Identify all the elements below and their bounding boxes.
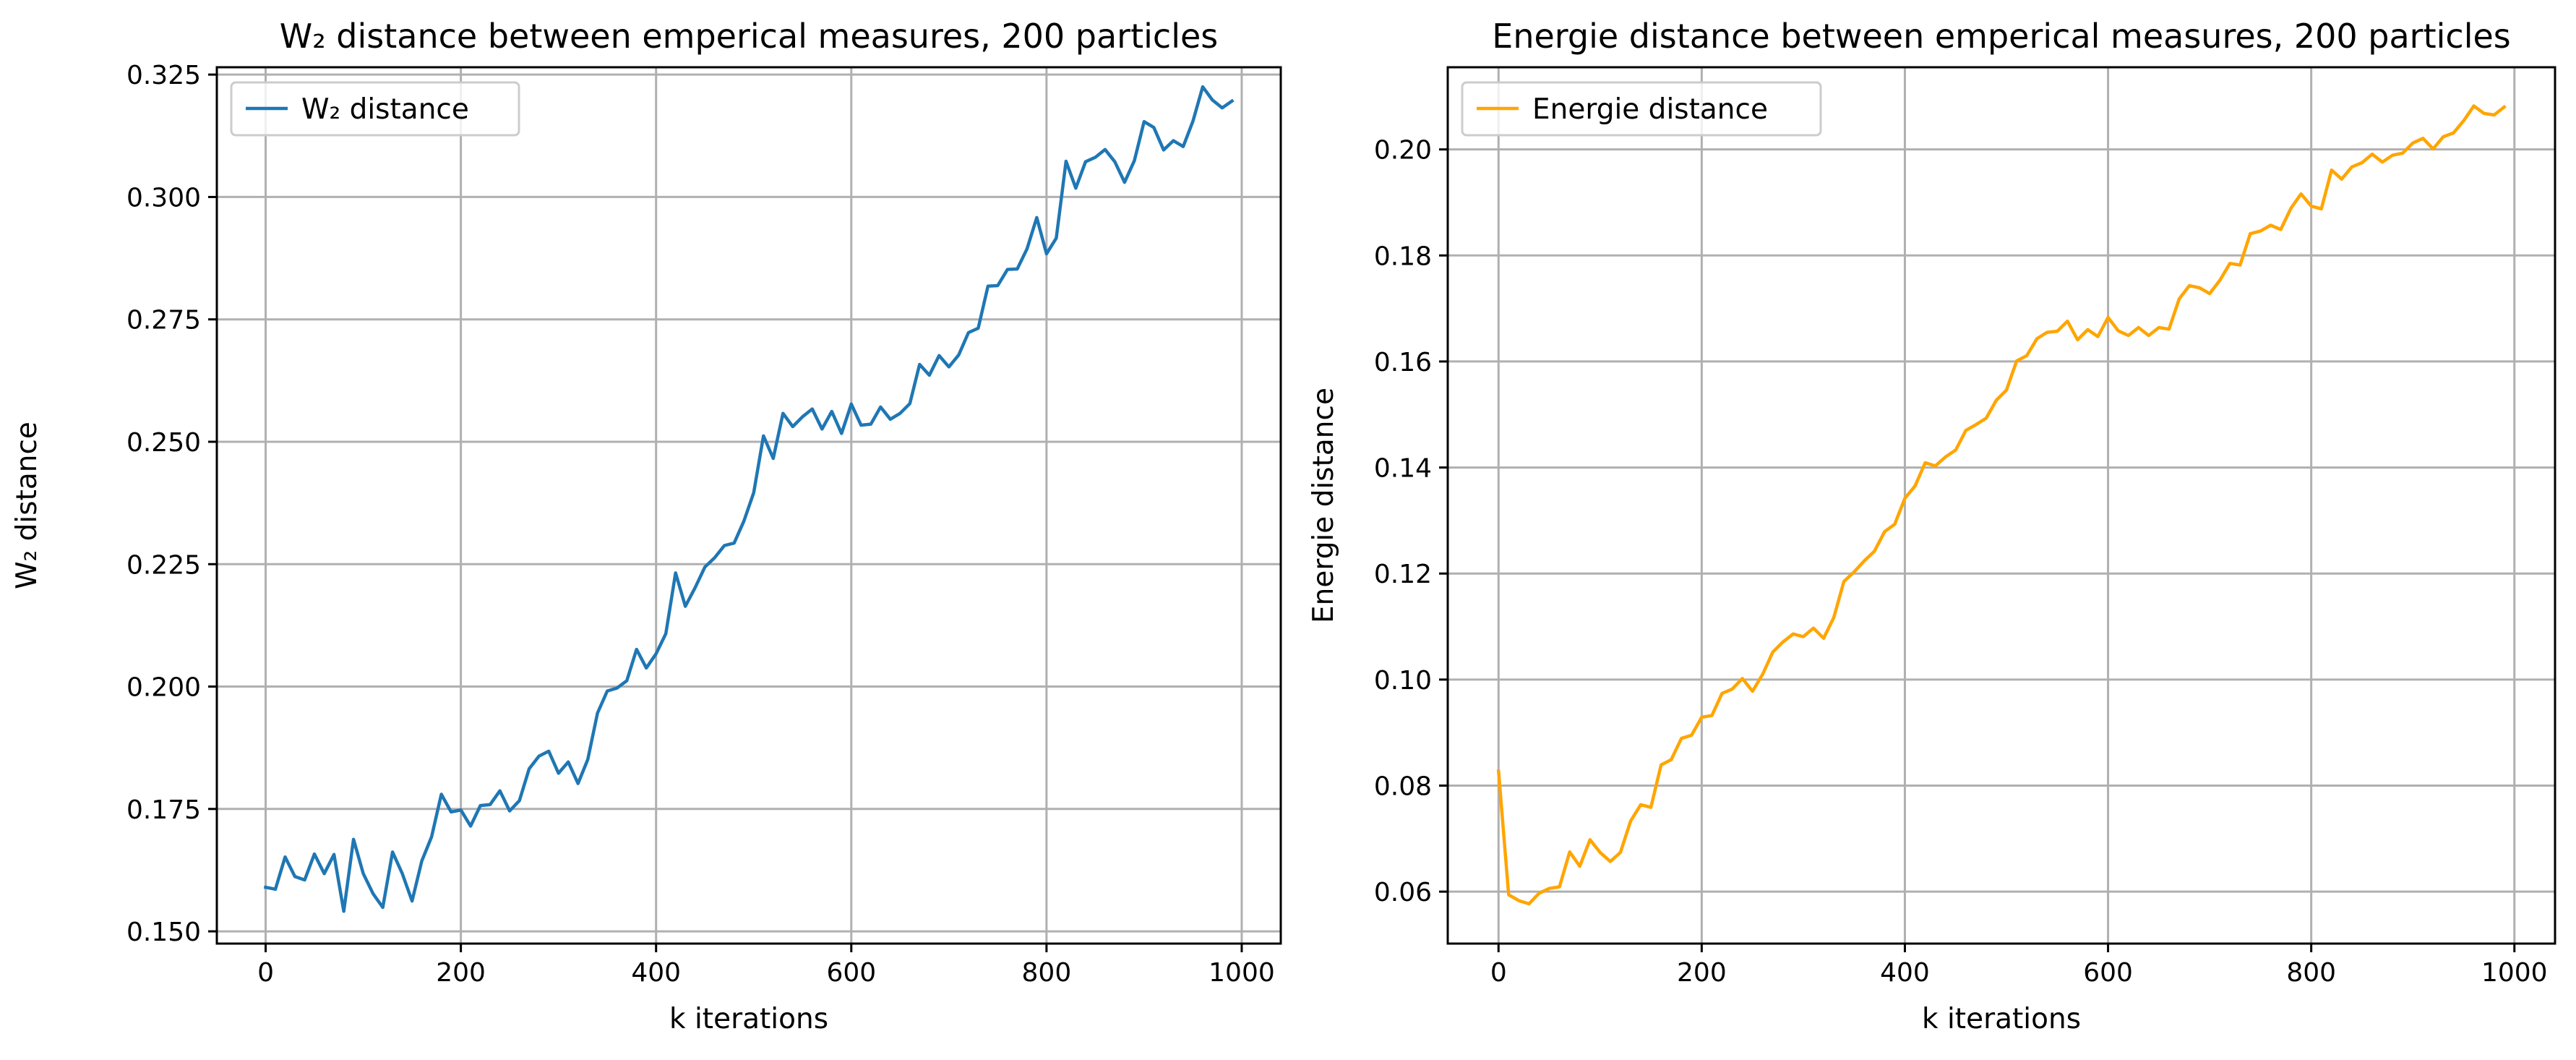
- legend-label: Energie distance: [1532, 93, 1768, 126]
- grid-lines: [217, 67, 1281, 944]
- plot-area: [1448, 67, 2555, 944]
- y-tick-label: 0.08: [1374, 772, 1432, 802]
- w2-distance-line: [263, 85, 1235, 913]
- energie-distance-chart: 0 200 400 600 800 1000 0.06 0.08 0.10 0.12 0.14 0.1…: [1308, 17, 2556, 1035]
- x-tick-label: 1000: [1208, 958, 1275, 988]
- axis-ticks: 0 200 400 600 800 1000 0.150 0.175 0.200 0.225 0.2…: [126, 61, 1275, 988]
- legend-label: W₂ distance: [301, 93, 469, 126]
- x-axis-label: k iterations: [1922, 1003, 2081, 1035]
- legend-box: [1461, 81, 1822, 137]
- y-tick-label: 0.10: [1374, 666, 1432, 696]
- plot-frame: [215, 66, 1282, 945]
- y-tick-label: 0.16: [1374, 348, 1432, 377]
- y-axis-label: Energie distance: [1308, 388, 1340, 623]
- x-tick-label: 0: [257, 958, 274, 988]
- legend: W₂ distance: [230, 81, 520, 137]
- x-tick-label: 600: [2083, 958, 2133, 988]
- y-tick-label: 0.200: [126, 673, 201, 703]
- y-tick-label: 0.150: [126, 918, 201, 947]
- y-tick-label: 0.18: [1374, 242, 1432, 271]
- grid-lines: [1448, 67, 2555, 944]
- y-tick-label: 0.300: [126, 183, 201, 213]
- x-tick-label: 800: [1022, 958, 1072, 988]
- y-tick-label: 0.175: [126, 795, 201, 825]
- chart-title: W₂ distance between emperical measures, …: [280, 17, 1219, 56]
- y-axis-label: W₂ distance: [11, 422, 43, 589]
- x-tick-label: 600: [826, 958, 876, 988]
- y-tick-label: 0.20: [1374, 136, 1432, 166]
- y-tick-label: 0.12: [1374, 560, 1432, 589]
- x-tick-label: 200: [1677, 958, 1727, 988]
- chart-title: Energie distance between emperical measu…: [1492, 17, 2511, 56]
- w2-distance-chart: 0 200 400 600 800 1000 0.150 0.175 0.200 0.225 0.2…: [11, 17, 1282, 1035]
- x-tick-label: 400: [1880, 958, 1930, 988]
- energie-distance-line: [1496, 104, 2507, 906]
- y-tick-label: 0.225: [126, 550, 201, 580]
- legend: Energie distance: [1461, 81, 1822, 137]
- y-tick-label: 0.06: [1374, 878, 1432, 907]
- y-tick-label: 0.250: [126, 428, 201, 458]
- x-tick-label: 0: [1490, 958, 1507, 988]
- legend-box: [230, 81, 520, 137]
- axis-ticks: 0 200 400 600 800 1000 0.06 0.08 0.10 0.12 0.14 0.1…: [1374, 136, 2548, 988]
- y-tick-label: 0.275: [126, 306, 201, 335]
- y-tick-label: 0.14: [1374, 454, 1432, 484]
- y-tick-label: 0.325: [126, 61, 201, 90]
- x-tick-label: 400: [631, 958, 681, 988]
- x-tick-label: 200: [436, 958, 486, 988]
- x-tick-label: 800: [2286, 958, 2336, 988]
- plot-frame: [1446, 66, 2556, 945]
- x-axis-label: k iterations: [669, 1003, 828, 1035]
- x-tick-label: 1000: [2481, 958, 2548, 988]
